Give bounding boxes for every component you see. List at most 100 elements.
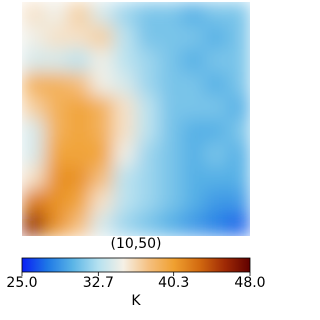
heat-cell bbox=[113, 119, 137, 143]
heat-cell bbox=[158, 165, 183, 190]
heat-cell bbox=[181, 119, 205, 143]
heat-cell bbox=[44, 189, 69, 214]
heat-cell bbox=[113, 48, 137, 73]
heat-cell bbox=[204, 72, 228, 97]
heat-cell bbox=[204, 165, 228, 190]
heat-cell bbox=[204, 2, 228, 26]
colorbar-tick-label: 48.0 bbox=[234, 275, 265, 291]
heat-cell bbox=[67, 72, 91, 97]
heat-cell bbox=[44, 142, 69, 167]
heat-cell bbox=[22, 119, 46, 143]
heat-cell bbox=[44, 2, 69, 26]
heat-cell bbox=[113, 25, 137, 50]
heat-cell bbox=[181, 72, 205, 97]
heat-cell bbox=[22, 72, 46, 97]
heat-cell bbox=[113, 72, 137, 97]
heat-cell bbox=[44, 95, 69, 120]
heat-cell bbox=[136, 119, 160, 143]
heat-cell bbox=[67, 2, 91, 26]
colorbar-label: K bbox=[131, 293, 141, 309]
heat-cell bbox=[204, 142, 228, 167]
heat-cell bbox=[204, 189, 228, 214]
heat-cell bbox=[113, 165, 137, 190]
heat-cell bbox=[204, 48, 228, 73]
heat-cell bbox=[90, 72, 114, 97]
heat-cell bbox=[44, 165, 69, 190]
heat-cell bbox=[22, 189, 46, 214]
heat-cell bbox=[181, 25, 205, 50]
colorbar bbox=[21, 257, 251, 273]
heat-cell bbox=[136, 95, 160, 120]
heat-cell bbox=[158, 212, 183, 237]
heat-cell bbox=[90, 212, 114, 237]
heat-cell bbox=[136, 72, 160, 97]
heat-cell bbox=[44, 212, 69, 237]
heat-cell bbox=[113, 95, 137, 120]
heat-cell bbox=[158, 142, 183, 167]
heat-cell bbox=[113, 142, 137, 167]
heat-cell bbox=[22, 212, 46, 237]
heat-cell bbox=[90, 2, 114, 26]
heat-cell bbox=[113, 212, 137, 237]
chart-title: (10,50) bbox=[110, 236, 161, 252]
heat-cell bbox=[44, 119, 69, 143]
heat-cell bbox=[227, 2, 251, 26]
heat-cell bbox=[158, 72, 183, 97]
heat-cell bbox=[67, 189, 91, 214]
heat-cell bbox=[136, 2, 160, 26]
heat-cell bbox=[181, 2, 205, 26]
heat-cell bbox=[90, 25, 114, 50]
heat-cell bbox=[181, 142, 205, 167]
heat-cell bbox=[136, 142, 160, 167]
heat-cell bbox=[227, 189, 251, 214]
heat-cell bbox=[204, 95, 228, 120]
heat-cell bbox=[158, 119, 183, 143]
heat-cell bbox=[158, 2, 183, 26]
heat-cell bbox=[136, 189, 160, 214]
heat-cell bbox=[22, 142, 46, 167]
heat-cell bbox=[22, 48, 46, 73]
heat-cell bbox=[90, 95, 114, 120]
heat-cell bbox=[90, 189, 114, 214]
heat-cell bbox=[158, 25, 183, 50]
colorbar-tick-label: 32.7 bbox=[83, 275, 114, 291]
heat-cell bbox=[67, 165, 91, 190]
heat-cell bbox=[90, 48, 114, 73]
heat-cell bbox=[181, 212, 205, 237]
heat-cell bbox=[136, 212, 160, 237]
heat-cell bbox=[22, 165, 46, 190]
heat-cell bbox=[227, 72, 251, 97]
heatmap bbox=[22, 2, 251, 237]
heat-cell bbox=[227, 212, 251, 237]
colorbar-tick-label: 40.3 bbox=[158, 275, 189, 291]
heat-cell bbox=[181, 48, 205, 73]
heat-cell bbox=[181, 95, 205, 120]
heat-cell bbox=[158, 95, 183, 120]
heat-cell bbox=[204, 25, 228, 50]
heat-cell bbox=[90, 142, 114, 167]
heat-cell bbox=[181, 189, 205, 214]
heat-cell bbox=[227, 119, 251, 143]
heat-cell bbox=[22, 25, 46, 50]
heat-cell bbox=[44, 72, 69, 97]
heat-cell bbox=[67, 212, 91, 237]
heat-cell bbox=[113, 2, 137, 26]
heat-cell bbox=[158, 189, 183, 214]
heat-cell bbox=[22, 95, 46, 120]
heat-cell bbox=[158, 48, 183, 73]
heat-cell bbox=[227, 95, 251, 120]
heat-cell bbox=[67, 142, 91, 167]
heat-cell bbox=[90, 165, 114, 190]
chart: (10,50) K 25.0 32.7 40.3 48.0 bbox=[6, 2, 266, 309]
heat-cell bbox=[227, 165, 251, 190]
heat-cell bbox=[204, 212, 228, 237]
heat-cell bbox=[181, 165, 205, 190]
heat-cell bbox=[44, 25, 69, 50]
heat-cell bbox=[90, 119, 114, 143]
heat-cell bbox=[136, 25, 160, 50]
heat-cell bbox=[44, 48, 69, 73]
colorbar-tick-label: 25.0 bbox=[6, 275, 37, 291]
heat-cell bbox=[227, 25, 251, 50]
heat-cell bbox=[67, 25, 91, 50]
heat-cell bbox=[67, 95, 91, 120]
